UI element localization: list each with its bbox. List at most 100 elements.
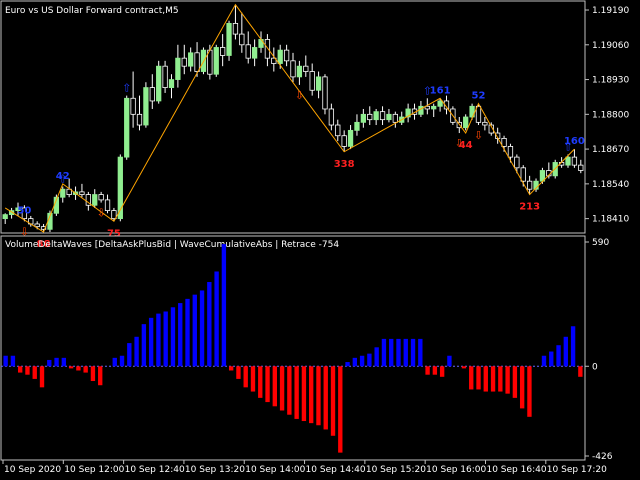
delta-bar: [279, 366, 285, 411]
candle: [271, 47, 277, 72]
delta-bar: [541, 355, 547, 367]
candle: [239, 12, 245, 53]
candle-body: [79, 191, 85, 195]
candle-body: [117, 156, 123, 220]
indicator-tick-label: 590: [592, 238, 609, 248]
up-arrow-icon: ⇧: [58, 173, 67, 186]
candle: [188, 47, 194, 72]
indicator-tick-label: 0: [592, 362, 598, 372]
delta-bar: [98, 366, 103, 386]
time-tick-label: 10 Sep 16:40: [486, 465, 546, 475]
price-tick-label: 1.19190: [592, 6, 629, 16]
delta-bar: [199, 290, 205, 367]
delta-bar: [309, 366, 314, 424]
candle-body: [175, 57, 181, 80]
indicator-axis: 590 0 -426: [585, 238, 613, 462]
candle-body: [565, 156, 571, 166]
candle-body: [143, 87, 149, 126]
delta-bar: [563, 336, 568, 367]
candle-body: [136, 113, 143, 126]
candle-body: [578, 164, 584, 171]
candle-body: [386, 113, 392, 121]
candle-body: [34, 223, 40, 228]
delta-bar: [352, 357, 358, 367]
candle-body: [437, 100, 443, 107]
candle-body: [239, 33, 245, 46]
indicator-tick-label: -426: [592, 452, 613, 462]
candle-body: [162, 65, 168, 88]
down-arrow-icon: ⇩: [474, 129, 483, 142]
candle-body: [507, 146, 514, 158]
candle-body: [40, 226, 47, 230]
delta-bar: [425, 366, 430, 375]
candle: [322, 74, 328, 115]
wave-label: 607: [225, 0, 246, 3]
time-tick-label: 10 Sep 14:00: [245, 465, 305, 475]
candle: [379, 106, 386, 126]
candle: [463, 114, 469, 131]
zigzag-layer: [4, 3, 575, 233]
delta-bar: [214, 271, 219, 367]
delta-bar: [447, 355, 452, 367]
down-arrow-icon: ⇩: [455, 137, 464, 150]
wave-label: 213: [519, 202, 540, 213]
candle: [437, 98, 443, 112]
candle-body: [111, 210, 117, 220]
candle-body: [60, 188, 66, 198]
candle: [21, 205, 28, 222]
delta-bar: [490, 366, 496, 392]
price-tick-label: 1.18410: [592, 215, 629, 225]
candle-body: [360, 113, 366, 123]
candle-body: [520, 167, 526, 182]
candle: [53, 194, 60, 216]
delta-bar: [338, 366, 343, 453]
delta-bar: [403, 338, 408, 367]
down-arrow-icon: ⇩: [20, 225, 29, 238]
delta-bar: [258, 366, 263, 398]
candle-body: [296, 65, 303, 78]
candle: [354, 114, 360, 136]
price-tick-label: 1.18930: [592, 76, 629, 86]
price-pane-frame: [0, 0, 586, 234]
candle: [386, 108, 392, 123]
time-tick-label: 10 Sep 15:20: [366, 465, 426, 475]
delta-bar: [39, 366, 45, 388]
candle-body: [290, 60, 296, 78]
time-tick-label: 10 Sep 13:20: [185, 465, 245, 475]
wave-label: 88: [37, 239, 51, 250]
candle: [335, 119, 341, 142]
candle: [347, 125, 354, 150]
delta-bar: [316, 366, 321, 426]
candle: [104, 194, 111, 214]
candle-body: [66, 188, 72, 195]
delta-bar: [185, 298, 190, 367]
delta-bar: [61, 357, 67, 367]
up-arrow-icon: ⇧: [122, 82, 131, 95]
price-pane-title: Euro vs US Dollar Forward contract,M5: [5, 6, 179, 16]
candle-body: [220, 47, 226, 56]
delta-bar: [432, 366, 438, 375]
candle-body: [21, 207, 28, 220]
candle: [488, 122, 494, 136]
candle: [136, 95, 143, 131]
delta-bar: [345, 362, 350, 367]
delta-bar: [519, 366, 525, 409]
candle: [475, 103, 482, 126]
delta-bar: [163, 311, 168, 367]
candle-body: [124, 97, 130, 158]
candle-body: [315, 76, 322, 91]
candle: [469, 103, 475, 120]
candle-body: [277, 49, 283, 64]
candle-body: [341, 135, 347, 147]
delta-bar: [68, 366, 74, 369]
candle-body: [373, 111, 379, 121]
price-tick-label: 1.18670: [592, 145, 629, 155]
delta-bar: [192, 294, 197, 367]
time-tick-label: 10 Sep 16:00: [426, 465, 486, 475]
wave-label: 50: [17, 206, 31, 217]
candle: [507, 143, 514, 163]
candle-body: [322, 76, 328, 110]
candle-body: [392, 113, 398, 123]
wave-label: 52: [472, 91, 486, 102]
candle: [162, 60, 168, 93]
